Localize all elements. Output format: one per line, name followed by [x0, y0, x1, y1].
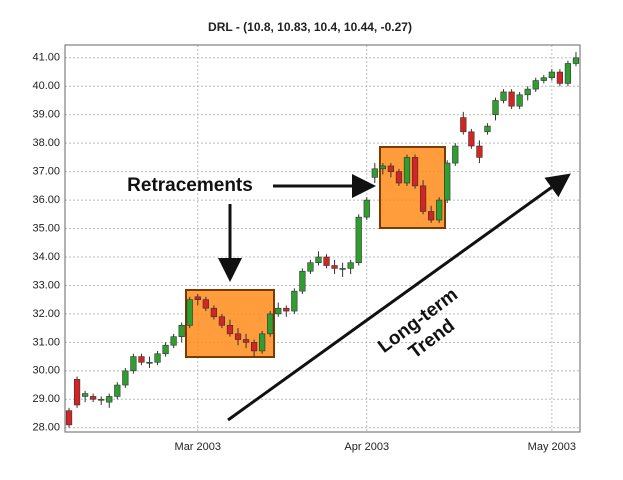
- candle-body: [476, 145, 483, 158]
- y-tick-label: 30.00: [32, 365, 60, 377]
- y-tick-label: 28.00: [32, 422, 60, 434]
- candle-body: [484, 125, 491, 133]
- candle-body: [98, 398, 105, 401]
- candle-body: [226, 324, 234, 335]
- candle-body: [548, 71, 555, 79]
- candle-body: [492, 100, 499, 116]
- candle-body: [347, 262, 354, 269]
- candle-body: [218, 316, 226, 326]
- y-tick-label: 36.00: [32, 194, 60, 206]
- y-tick-label: 33.00: [32, 279, 60, 291]
- candle-body: [331, 265, 338, 269]
- y-tick-label: 41.00: [32, 52, 60, 64]
- candle-body: [73, 379, 81, 406]
- candle-body: [234, 333, 242, 340]
- candle-body: [259, 333, 266, 352]
- annotation: Retracements: [127, 175, 253, 196]
- candle-body: [339, 268, 346, 270]
- candle-body: [162, 344, 169, 355]
- candle-body: [146, 361, 153, 364]
- candle-body: [387, 165, 395, 172]
- candle-body: [65, 410, 73, 426]
- candle-body: [154, 353, 161, 363]
- candle-body: [524, 88, 531, 96]
- candle-body: [186, 299, 193, 326]
- x-tick-label: May 2003: [528, 441, 576, 453]
- y-tick-label: 39.00: [32, 109, 60, 121]
- candle-body: [572, 57, 580, 64]
- candle-body: [291, 290, 298, 312]
- candle-body: [307, 262, 314, 272]
- y-tick-label: 35.00: [32, 222, 60, 234]
- candle-body: [428, 211, 435, 221]
- chart-title: DRL - (10.8, 10.83, 10.4, 10.44, -0.27): [208, 20, 412, 34]
- candle-body: [363, 199, 370, 218]
- y-tick-label: 29.00: [32, 393, 60, 405]
- candle-body: [500, 91, 507, 101]
- candle-body: [355, 216, 362, 263]
- candle-body: [556, 71, 563, 84]
- candle-body: [283, 307, 290, 312]
- candle-body: [403, 157, 411, 184]
- candle-body: [170, 336, 177, 346]
- candle-body: [444, 162, 451, 201]
- candle-body: [90, 396, 97, 400]
- candle-body: [122, 370, 129, 386]
- candle-body: [315, 256, 322, 263]
- candle-body: [532, 80, 539, 90]
- candle-body: [106, 396, 113, 403]
- x-tick-label: Mar 2003: [175, 441, 221, 453]
- y-tick-label: 34.00: [32, 251, 60, 263]
- plot-frame: [64, 44, 581, 433]
- candle-body: [411, 157, 419, 187]
- y-tick-label: 38.00: [32, 137, 60, 149]
- candle-body: [242, 339, 250, 343]
- candle-body: [267, 313, 274, 335]
- candle-body: [436, 199, 443, 221]
- candle-body: [82, 393, 89, 397]
- candle-body: [275, 307, 282, 315]
- candle-body: [371, 168, 378, 178]
- candle-body: [395, 171, 403, 184]
- candle-body: [130, 356, 137, 372]
- candle-body: [138, 356, 145, 363]
- candle-body: [508, 91, 515, 107]
- candle-body: [460, 117, 467, 133]
- candle-body: [114, 384, 121, 397]
- candle-body: [194, 296, 201, 300]
- candle-body: [452, 145, 459, 164]
- candle-body: [250, 342, 258, 352]
- candle-body: [516, 94, 523, 107]
- candle-body: [379, 165, 386, 170]
- y-tick-label: 31.00: [32, 336, 60, 348]
- candle-body: [468, 131, 475, 147]
- x-tick-label: Apr 2003: [344, 441, 389, 453]
- candle-body: [210, 307, 217, 318]
- candle-body: [202, 299, 209, 309]
- y-tick-label: 40.00: [32, 80, 60, 92]
- y-tick-label: 37.00: [32, 166, 60, 178]
- arrow: [227, 173, 571, 422]
- candle-body: [323, 256, 330, 266]
- candle-body: [540, 77, 547, 81]
- candle-body: [178, 324, 185, 337]
- candle-body: [564, 63, 572, 84]
- candle-body: [419, 185, 427, 212]
- y-tick-label: 32.00: [32, 308, 60, 320]
- candle-body: [299, 270, 306, 292]
